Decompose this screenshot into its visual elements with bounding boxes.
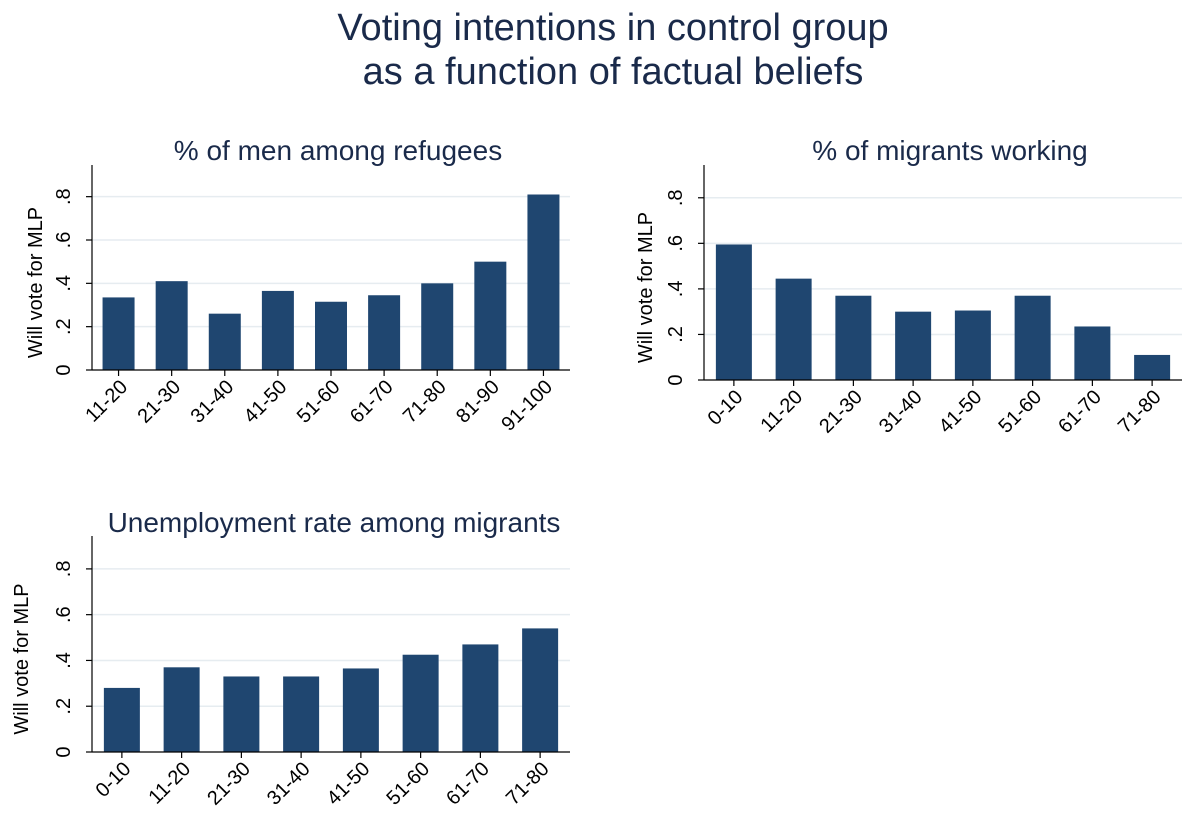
bar — [1014, 295, 1051, 380]
y-tick-label: .6 — [665, 235, 687, 252]
y-tick-label: 0 — [53, 746, 75, 757]
bar — [103, 687, 140, 752]
y-axis-label: Will vote for MLP — [11, 583, 33, 734]
panel-title: % of men among refugees — [174, 135, 502, 166]
x-tick-label: 61-70 — [346, 376, 398, 428]
bar — [223, 676, 260, 752]
bar — [775, 278, 812, 380]
x-tick-label: 11-20 — [81, 376, 132, 427]
y-axis-label: Will vote for MLP — [25, 207, 47, 358]
y-axis-label: Will vote for MLP — [635, 212, 657, 363]
bar — [462, 644, 499, 752]
bar — [715, 244, 752, 380]
x-tick-label: 71-80 — [502, 758, 554, 810]
chart-panel-3: Unemployment rate among migrants 0 .2 .4 .6.… — [11, 507, 570, 810]
y-tick-label: .6 — [53, 606, 75, 623]
y-tick-label: .2 — [665, 326, 687, 343]
figure-title-line-2: as a function of factual beliefs — [362, 51, 864, 93]
panel-title: % of migrants working — [812, 135, 1087, 166]
y-tick-label: .8 — [665, 189, 687, 206]
x-tick-label: 61-70 — [1054, 386, 1106, 438]
bar — [315, 301, 347, 370]
y-tick-label: .2 — [53, 698, 75, 715]
x-tick-label: 11-20 — [144, 758, 195, 809]
y-tick-label: 0 — [53, 364, 75, 375]
bar — [283, 676, 320, 752]
bar — [421, 283, 454, 370]
chart-panel-2: % of migrants working 0 .2 .4 .6 .8 Will vote … — [635, 135, 1182, 438]
y-tick-label: .4 — [53, 652, 75, 669]
y-tick-label: .2 — [53, 318, 75, 335]
x-tick-label: 51-60 — [293, 376, 345, 428]
bar — [1074, 326, 1111, 380]
bar — [155, 281, 188, 370]
bar — [474, 261, 507, 370]
bar — [895, 311, 932, 380]
x-tick-label: 0-10 — [704, 386, 748, 430]
bar — [1134, 354, 1171, 380]
bar — [368, 295, 401, 370]
y-tick-label: .4 — [53, 275, 75, 292]
chart-panel-1: % of men among refugees 0 .2 .4 .6 .8 Will vot… — [25, 135, 570, 436]
bar — [522, 628, 559, 752]
x-tick-label: 51-60 — [382, 758, 434, 810]
x-tick-label: 0-10 — [92, 758, 136, 802]
y-tick-label: .4 — [665, 281, 687, 298]
bar — [527, 194, 560, 370]
bar — [261, 290, 294, 370]
x-tick-label: 31-40 — [875, 386, 927, 438]
x-tick-label: 21-30 — [815, 386, 867, 438]
x-tick-label: 31-40 — [263, 758, 315, 810]
x-tick-label: 41-50 — [935, 386, 987, 438]
bar — [402, 654, 439, 752]
bar — [102, 297, 135, 370]
y-tick-label: .8 — [53, 561, 75, 578]
y-tick-label: .8 — [53, 188, 75, 205]
bar — [835, 295, 872, 380]
x-tick-label: 71-80 — [399, 376, 451, 428]
x-tick-label: 51-60 — [994, 386, 1046, 438]
x-tick-label: 31-40 — [187, 376, 239, 428]
bar — [954, 310, 991, 380]
y-tick-label: .6 — [53, 232, 75, 249]
bar — [342, 668, 379, 752]
x-tick-label: 21-30 — [133, 376, 185, 428]
x-tick-label: 21-30 — [203, 758, 255, 810]
y-tick-label: 0 — [665, 374, 687, 385]
panel-title: Unemployment rate among migrants — [108, 507, 561, 538]
x-tick-label: 41-50 — [323, 758, 375, 810]
bar — [208, 313, 241, 370]
x-tick-label: 41-50 — [240, 376, 292, 428]
figure-title-line-1: Voting intentions in control group — [337, 7, 889, 49]
figure-title: Voting intentions in control group as a … — [0, 6, 1196, 94]
x-tick-label: 71-80 — [1114, 386, 1166, 438]
x-tick-label: 91-100 — [497, 376, 557, 436]
x-tick-label: 61-70 — [442, 758, 494, 810]
bar — [163, 667, 200, 752]
x-tick-label: 11-20 — [756, 386, 807, 437]
